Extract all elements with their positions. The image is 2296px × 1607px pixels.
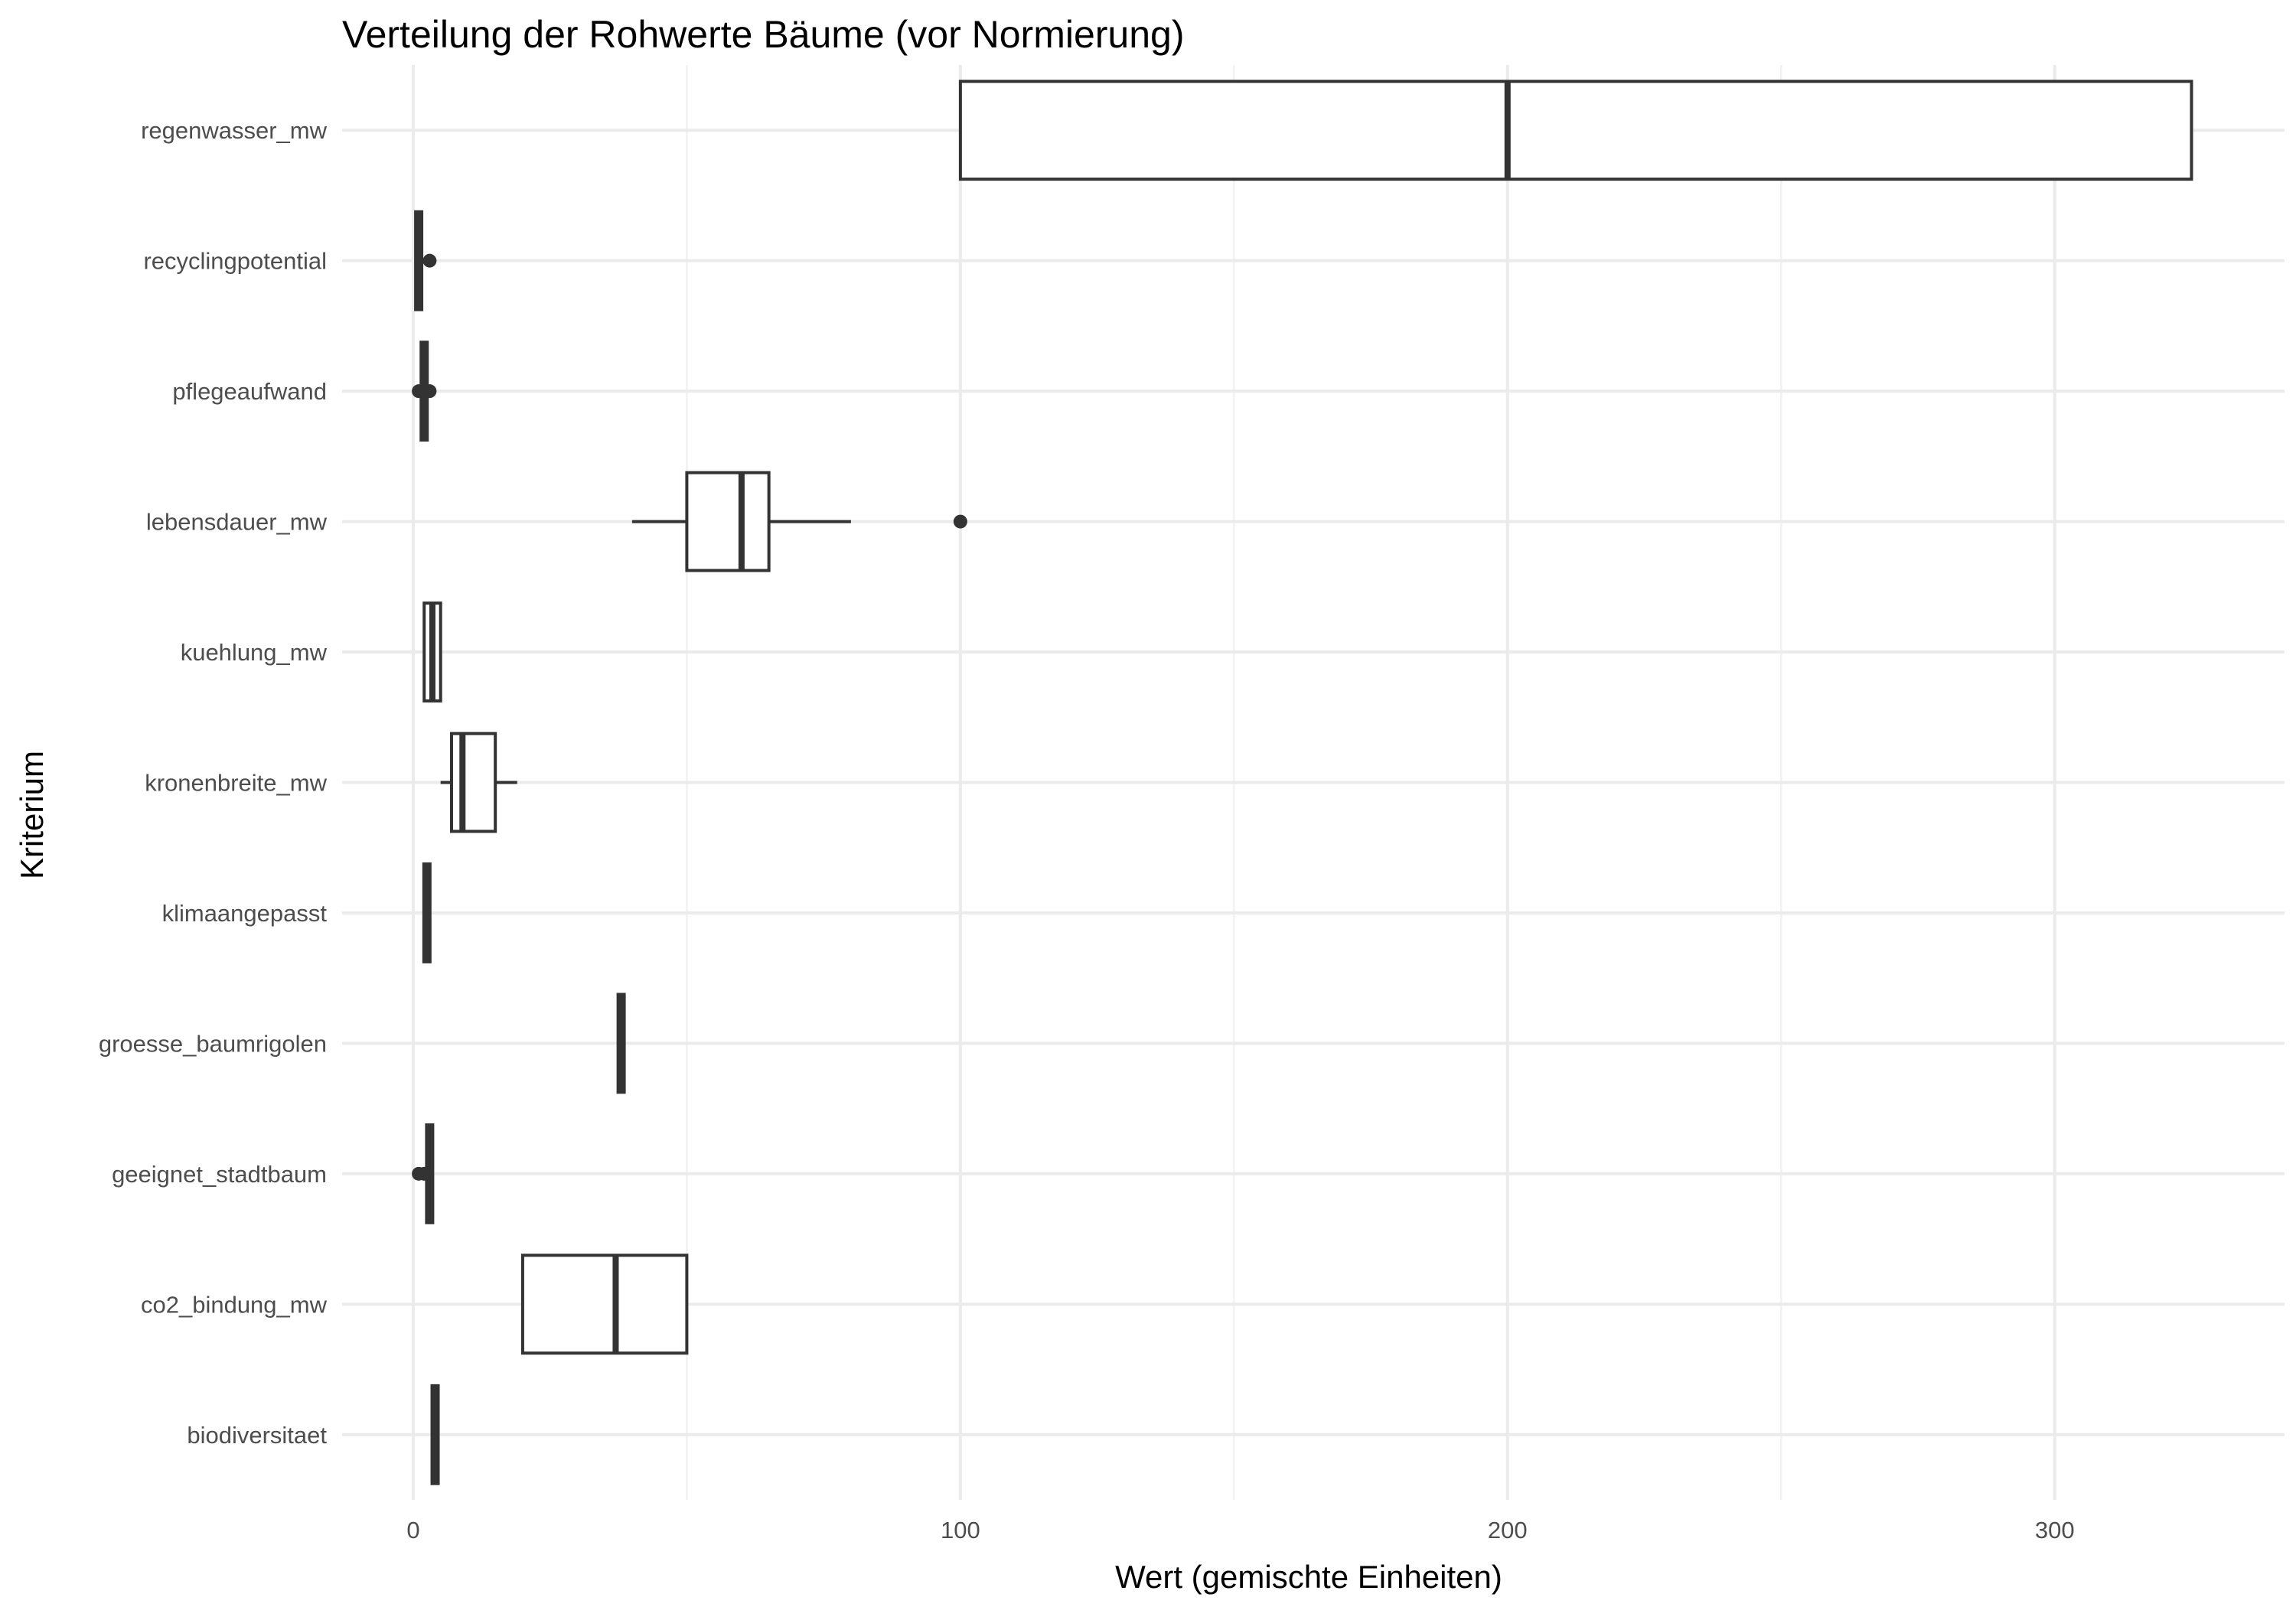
y-tick-label: kronenbreite_mw [145,770,327,797]
x-tick-label: 100 [941,1517,980,1543]
box-geeignet_stadtbaum [412,1123,435,1224]
outlier-point [422,384,437,399]
box-regenwasser_mw [958,80,2193,181]
y-tick-label: regenwasser_mw [141,117,328,144]
box-kronenbreite_mw [440,732,517,833]
x-axis-title: Wert (gemischte Einheiten) [1115,1559,1502,1595]
box-co2_bindung_mw [520,1253,689,1355]
box-lebensdauer_mw [631,471,967,572]
y-tick-label: recyclingpotential [143,248,327,275]
y-tick-label: groesse_baumrigolen [99,1030,327,1057]
box-iqr [958,80,2193,181]
outlier-point [417,1166,432,1181]
y-tick-label: klimaangepasst [162,900,328,927]
box-klimaangepasst [422,862,432,963]
outlier-point [953,514,967,529]
y-tick-label: pflegeaufwand [172,378,327,405]
y-axis-title: Kriterium [14,751,50,879]
y-tick-label: kuehlung_mw [181,639,328,666]
box-recyclingpotential [414,210,437,311]
x-tick-label: 0 [406,1517,419,1543]
box-pflegeaufwand [412,341,437,442]
y-tick-label: geeignet_stadtbaum [112,1161,327,1188]
y-tick-label: co2_bindung_mw [141,1291,328,1318]
y-tick-label: lebensdauer_mw [146,509,328,536]
box-groesse_baumrigolen [616,993,626,1094]
chart-title: Verteilung der Rohwerte Bäume (vor Normi… [342,13,1185,56]
box-biodiversitaet [430,1384,440,1485]
box-layer [412,80,2193,1485]
outlier-point [412,384,426,399]
box-iqr [449,732,497,833]
x-tick-label: 300 [2035,1517,2075,1543]
outlier-point [422,253,437,268]
box-iqr [520,1253,689,1355]
box-iqr [685,471,771,572]
box-kuehlung_mw [422,601,442,702]
label-layer: 0 100 200 300 regenwasser_mw recyclingpotenti… [99,117,2075,1543]
y-tick-label: biodiversitaet [187,1422,327,1449]
x-tick-label: 200 [1488,1517,1528,1543]
